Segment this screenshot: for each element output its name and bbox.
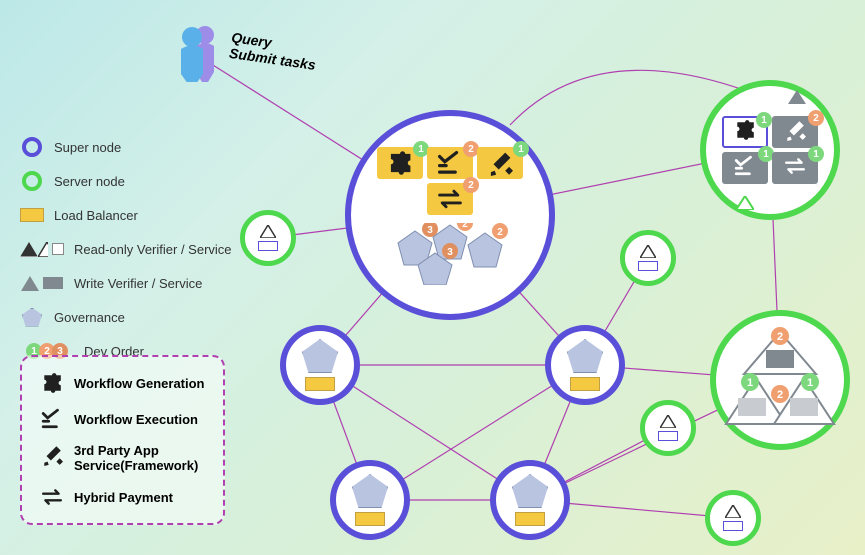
puzzle-icon <box>734 119 756 146</box>
readonly-triangle-icon <box>736 196 754 210</box>
type-legend: Super node Server node Load Balancer Rea… <box>20 135 232 373</box>
service-card: 1 <box>772 152 818 184</box>
pentagon-icon <box>352 474 388 508</box>
legend-hybrid: Hybrid Payment <box>40 485 205 509</box>
legend-label: Server node <box>54 174 125 189</box>
service-rect <box>258 241 278 251</box>
verifier-cluster: 2 1 1 2 <box>720 326 840 434</box>
exec-icon <box>40 407 64 431</box>
legend-label: Write Verifier / Service <box>74 276 202 291</box>
legend-wf-exec: Workflow Execution <box>40 407 205 431</box>
super-node-gov-4 <box>490 460 570 540</box>
pentagon-icon <box>567 339 603 373</box>
legend-label: Hybrid Payment <box>74 490 173 505</box>
load-balancer-icon <box>515 512 545 526</box>
server-node-4 <box>705 490 761 546</box>
readonly-triangle-icon <box>260 225 276 238</box>
svg-text:3: 3 <box>447 247 453 258</box>
svg-text:1: 1 <box>807 377 813 389</box>
legend-label: Workflow Generation <box>74 376 205 391</box>
detail-node-top-right: 1 2 1 1 <box>700 80 840 220</box>
legend-label: 3rd Party App <box>74 443 198 458</box>
legend-super-node: Super node <box>20 135 232 159</box>
diagram-canvas: Query Submit tasks Super node Server nod… <box>0 0 865 555</box>
people-icon <box>175 22 227 87</box>
svg-text:2: 2 <box>497 227 503 238</box>
readonly-triangle-icon <box>640 245 656 258</box>
service-card: 1 <box>722 116 768 148</box>
pentagon-icon <box>302 339 338 373</box>
legend-label: Governance <box>54 310 125 325</box>
server-node-2 <box>620 230 676 286</box>
legend-load-balancer: Load Balancer <box>20 203 232 227</box>
server-node-1 <box>240 210 296 266</box>
svg-text:2: 2 <box>462 223 468 230</box>
super-node-gov-2 <box>545 325 625 405</box>
server-node-3 <box>640 400 696 456</box>
super-node-gov-1 <box>280 325 360 405</box>
legend-label: Load Balancer <box>54 208 138 223</box>
legend-label: Read-only Verifier / Service <box>74 242 232 257</box>
query-label: Query Submit tasks <box>228 29 319 73</box>
legend-label: Workflow Execution <box>74 412 198 427</box>
super-node-main: 1 2 1 2 3 2 2 3 <box>345 110 555 320</box>
pentagon-icon <box>512 474 548 508</box>
legend-wf-gen: Workflow Generation <box>40 371 205 395</box>
workflow-legend: Workflow Generation Workflow Execution 3… <box>20 355 225 525</box>
service-card: 2 <box>427 147 473 179</box>
load-balancer-icon <box>305 377 335 391</box>
arrows-icon <box>40 485 64 509</box>
tools-icon <box>40 443 64 467</box>
service-card: 2 <box>772 116 818 148</box>
legend-sublabel: Service(Framework) <box>74 458 198 473</box>
service-card: 2 <box>427 183 473 215</box>
exec-icon <box>734 155 756 182</box>
load-balancer-icon <box>355 512 385 526</box>
legend-label: Super node <box>54 140 121 155</box>
write-triangle-icon <box>788 90 806 104</box>
tools-icon <box>784 119 806 146</box>
svg-text:3: 3 <box>427 225 433 236</box>
readonly-triangle-icon <box>725 505 741 518</box>
legend-governance: Governance <box>20 305 232 329</box>
puzzle-icon <box>40 371 64 395</box>
legend-readonly-verifier: Read-only Verifier / Service <box>20 237 232 261</box>
svg-text:1: 1 <box>747 377 753 389</box>
detail-node-mid-right: 2 1 1 2 <box>710 310 850 450</box>
svg-text:2: 2 <box>777 389 783 401</box>
arrows-icon <box>784 155 806 182</box>
service-rect <box>638 261 658 271</box>
service-card: 1 <box>722 152 768 184</box>
load-balancer-icon <box>570 377 600 391</box>
service-card: 1 <box>477 147 523 179</box>
super-node-gov-3 <box>330 460 410 540</box>
svg-text:2: 2 <box>777 331 783 343</box>
service-rect <box>723 521 743 531</box>
readonly-triangle-icon <box>660 415 676 428</box>
service-rect <box>658 431 678 441</box>
service-card: 1 <box>377 147 423 179</box>
legend-third-party: 3rd Party App Service(Framework) <box>40 443 205 473</box>
legend-server-node: Server node <box>20 169 232 193</box>
governance-cluster: 3 2 2 3 <box>390 223 510 285</box>
legend-write-verifier: Write Verifier / Service <box>20 271 232 295</box>
